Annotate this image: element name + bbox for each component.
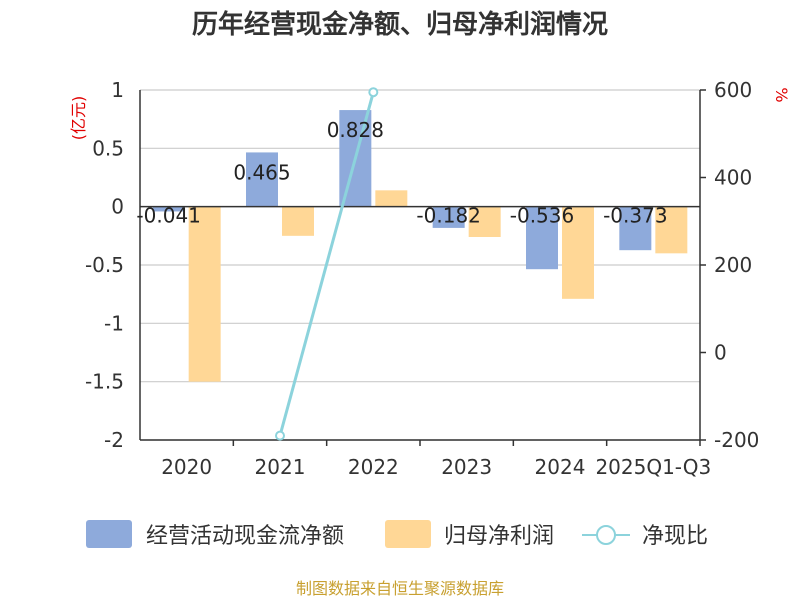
axes: 1 0.5 0 -0.5 -1 -1.5 -2 600 400 200 0 -200 2020 2021 2… <box>85 78 759 479</box>
net-profit-bar <box>562 206 594 299</box>
left-tick-label: 1 <box>111 78 124 102</box>
ratio-point <box>275 430 285 441</box>
cashflow-bar <box>432 206 465 228</box>
right-tick-label: 0 <box>714 341 727 365</box>
cashflow-data-label: 0.465 <box>233 160 290 184</box>
net-profit-bar <box>468 206 501 237</box>
x-tick-label: 2020 <box>161 455 212 479</box>
left-axis-unit: (亿元) <box>69 96 88 141</box>
cashflow-bar <box>619 206 652 251</box>
cashflow-bar <box>526 206 558 270</box>
right-tick-label: 400 <box>714 166 752 190</box>
right-axis-unit: % <box>772 87 791 102</box>
right-tick-label: 200 <box>714 253 752 277</box>
bars <box>152 110 688 382</box>
cashflow-data-label: 0.828 <box>327 118 384 142</box>
cashflow-data-label: -0.536 <box>510 204 574 228</box>
x-tick-label: 2024 <box>535 455 586 479</box>
net-profit-bar <box>375 190 408 207</box>
cashflow-data-label: -0.182 <box>416 204 480 228</box>
left-tick-label: -1 <box>104 311 124 335</box>
net-profit-bar <box>188 206 221 382</box>
x-tick-label: 2021 <box>255 455 306 479</box>
left-tick-label: -0.5 <box>85 253 124 277</box>
legend: 经营活动现金流净额 归母净利润 净现比 <box>86 520 708 549</box>
gridlines <box>140 89 700 441</box>
right-tick-label: 600 <box>714 78 752 102</box>
legend-label-ratio: 净现比 <box>642 524 708 549</box>
x-tick-label: 2025Q1-Q3 <box>595 455 711 479</box>
left-tick-label: 0 <box>111 195 124 219</box>
ratio-line <box>275 87 379 441</box>
right-tick-label: -200 <box>714 428 759 452</box>
legend-label-cashflow: 经营活动现金流净额 <box>146 524 344 549</box>
ratio-line-path <box>278 91 375 437</box>
left-tick-label: 0.5 <box>92 136 124 160</box>
x-tick-label: 2022 <box>348 455 399 479</box>
legend-swatch-cashflow <box>86 520 132 548</box>
ratio-point <box>368 87 379 98</box>
legend-marker-ratio <box>596 525 616 545</box>
left-tick-label: -1.5 <box>85 370 124 394</box>
cashflow-data-label: -0.373 <box>603 204 667 228</box>
legend-swatch-net-profit <box>385 520 431 548</box>
data-labels: -0.041 0.465 0.828 -0.182 -0.536 -0.373 <box>136 118 667 228</box>
left-tick-label: -2 <box>104 428 124 452</box>
net-profit-bar <box>282 206 314 236</box>
net-profit-bar <box>655 206 688 254</box>
cashflow-bar <box>246 152 278 207</box>
chart-title: 历年经营现金净额、归母净利润情况 <box>192 9 608 40</box>
legend-label-net-profit: 归母净利润 <box>444 524 554 549</box>
cashflow-data-label: -0.041 <box>136 204 200 228</box>
source-note: 制图数据来自恒生聚源数据库 <box>296 579 504 598</box>
cashflow-bar <box>152 206 185 212</box>
x-tick-label: 2023 <box>441 455 492 479</box>
